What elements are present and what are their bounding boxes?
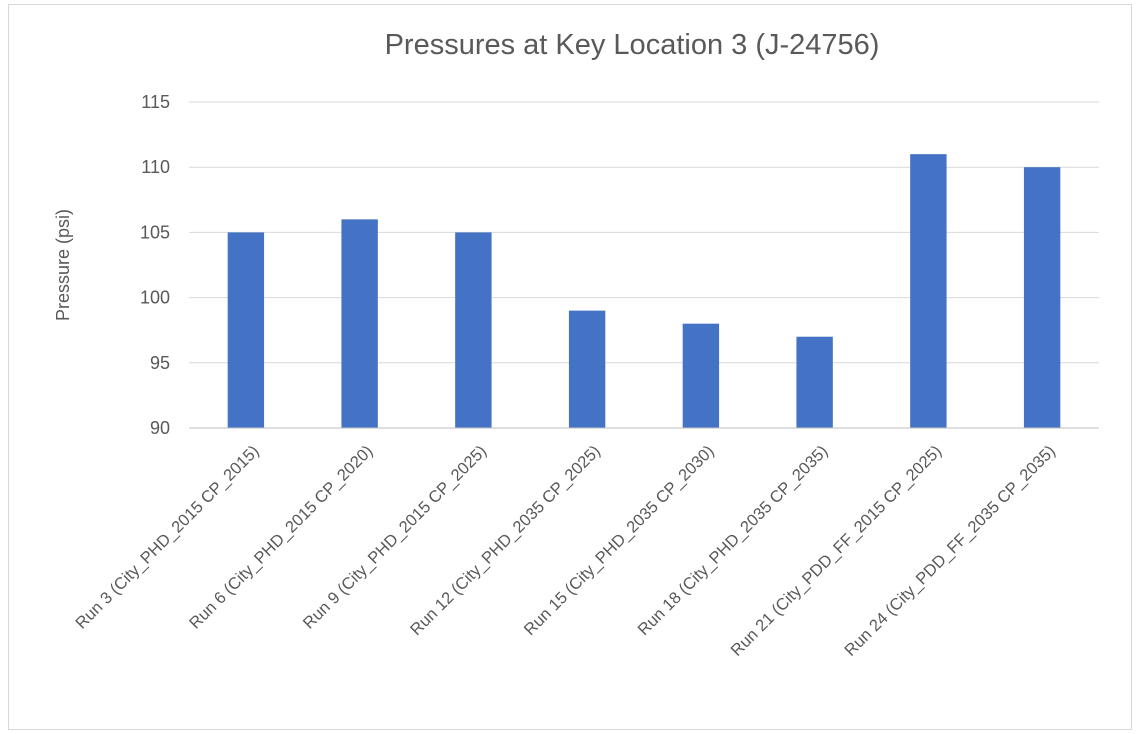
y-tick-label: 105 [140,222,170,242]
bar [568,310,606,428]
bar [682,323,720,428]
x-tick-label: Run 3 (City_PHD_2015 CP_2015) [72,442,262,632]
x-tick-label: Run 24 (City_PDD_FF_2035 CP_2035) [841,442,1059,660]
x-tick-label: Run 15 (City_PHD_2035 CP_2030) [521,442,718,639]
x-tick-label: Run 21 (City_PDD_FF_2015 CP_2025) [728,442,946,660]
y-axis-ticks: 90 95 100 105 110 115 [140,92,170,438]
x-tick-label: Run 6 (City_PHD_2015 CP_2020) [186,442,376,632]
bars [227,154,1061,428]
bar [341,219,378,428]
chart-title: Pressures at Key Location 3 (J-24756) [385,29,880,61]
y-tick-label: 115 [141,92,170,112]
x-tick-label: Run 12 (City_PHD_2035 CP_2025) [407,442,604,639]
bar [1023,167,1061,428]
y-tick-label: 90 [150,418,170,438]
bar [227,232,265,428]
y-tick-label: 110 [141,157,170,177]
y-tick-label: 95 [150,353,170,373]
gridlines [189,101,1099,364]
bar [455,232,492,428]
bar [796,336,833,428]
x-tick-label: Run 18 (City_PHD_2035 CP_2035) [635,442,832,639]
x-tick-label: Run 9 (City_PHD_2015 CP_2025) [300,442,490,632]
y-tick-label: 100 [140,288,170,308]
y-axis-label: Pressure (psi) [53,209,73,321]
bar [910,154,947,428]
x-axis-ticks: Run 3 (City_PHD_2015 CP_2015)Run 6 (City… [72,442,1059,660]
